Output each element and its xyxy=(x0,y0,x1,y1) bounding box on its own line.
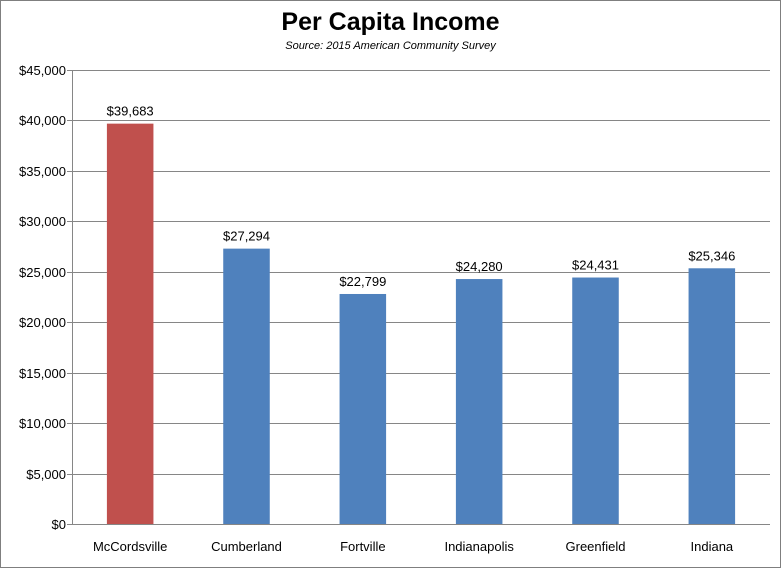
bar xyxy=(339,293,387,524)
x-tick-label: Indiana xyxy=(691,539,734,554)
y-tick-label: $5,000 xyxy=(26,467,66,482)
data-label: $24,280 xyxy=(456,259,503,274)
y-tick-label: $20,000 xyxy=(19,315,66,330)
bar xyxy=(106,123,154,524)
y-tick-label: $10,000 xyxy=(19,416,66,431)
y-tick-label: $45,000 xyxy=(19,63,66,78)
bar xyxy=(688,268,736,524)
bar xyxy=(223,248,270,525)
data-label: $24,431 xyxy=(572,258,619,273)
data-label: $25,346 xyxy=(688,248,735,263)
y-tick-label: $25,000 xyxy=(19,265,66,280)
y-tick-label: $30,000 xyxy=(19,214,66,229)
x-tick-label: Fortville xyxy=(340,539,386,554)
data-label: $22,799 xyxy=(339,274,386,289)
chart-title: Per Capita Income xyxy=(281,8,500,36)
data-label: $39,683 xyxy=(107,104,154,119)
y-tick-label: $15,000 xyxy=(19,366,66,381)
x-tick-label: Greenfield xyxy=(566,539,626,554)
bar xyxy=(455,279,503,524)
bar xyxy=(572,277,619,524)
x-tick-label: Indianapolis xyxy=(444,539,514,554)
y-tick-label: $35,000 xyxy=(19,164,66,179)
data-label: $27,294 xyxy=(223,229,270,244)
x-tick-label: Cumberland xyxy=(211,539,282,554)
y-tick-label: $0 xyxy=(52,517,66,532)
chart-subtitle: Source: 2015 American Community Survey xyxy=(285,40,496,52)
x-tick-label: McCordsville xyxy=(93,539,167,554)
y-tick-label: $40,000 xyxy=(19,113,66,128)
